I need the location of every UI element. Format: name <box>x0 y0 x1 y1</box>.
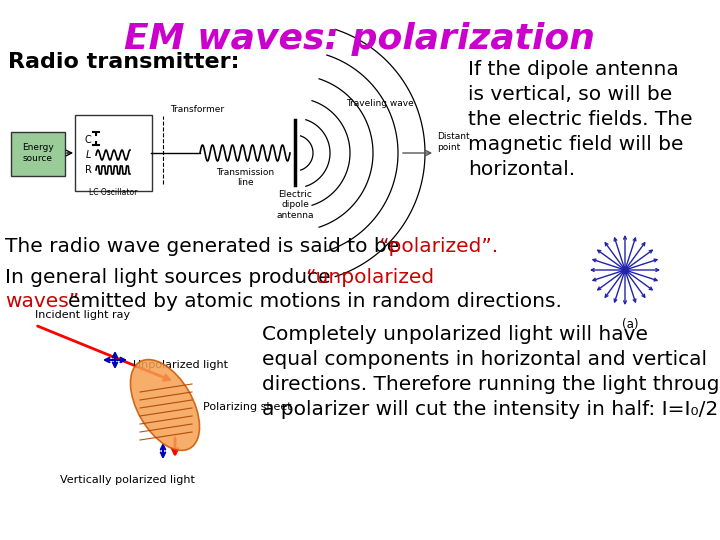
Text: Traveling wave: Traveling wave <box>346 99 414 108</box>
Text: L: L <box>85 150 91 160</box>
FancyBboxPatch shape <box>11 132 65 176</box>
Ellipse shape <box>130 360 199 450</box>
Text: Unpolarized light: Unpolarized light <box>133 360 228 370</box>
Text: LC Oscillator: LC Oscillator <box>89 188 138 197</box>
Text: “unpolarized: “unpolarized <box>305 268 434 287</box>
Text: C: C <box>85 135 91 145</box>
Text: In general light sources produce: In general light sources produce <box>5 268 343 287</box>
Text: (a): (a) <box>622 318 638 331</box>
Text: Transformer: Transformer <box>170 105 224 114</box>
Text: Radio transmitter:: Radio transmitter: <box>8 52 240 72</box>
Text: Polarizing sheet: Polarizing sheet <box>203 402 292 412</box>
Text: Completely unpolarized light will have
equal components in horizontal and vertic: Completely unpolarized light will have e… <box>262 325 720 419</box>
Text: Vertically polarized light: Vertically polarized light <box>60 475 195 485</box>
Text: emitted by atomic motions in random directions.: emitted by atomic motions in random dire… <box>68 292 562 311</box>
Text: “polarized”.: “polarized”. <box>378 237 498 256</box>
Text: Electric
dipole
antenna: Electric dipole antenna <box>276 190 314 220</box>
Text: Distant
point: Distant point <box>437 132 469 152</box>
Text: Incident light ray: Incident light ray <box>35 310 130 320</box>
Text: EM waves: polarization: EM waves: polarization <box>125 22 595 56</box>
Text: Transmission
line: Transmission line <box>216 168 274 187</box>
Text: If the dipole antenna
is vertical, so will be
the electric fields. The
magnetic : If the dipole antenna is vertical, so wi… <box>468 60 693 179</box>
Text: Energy
source: Energy source <box>22 143 54 163</box>
Text: waves”: waves” <box>5 292 79 311</box>
Text: The radio wave generated is said to be: The radio wave generated is said to be <box>5 237 405 256</box>
Text: R: R <box>84 165 91 175</box>
FancyBboxPatch shape <box>75 115 152 191</box>
